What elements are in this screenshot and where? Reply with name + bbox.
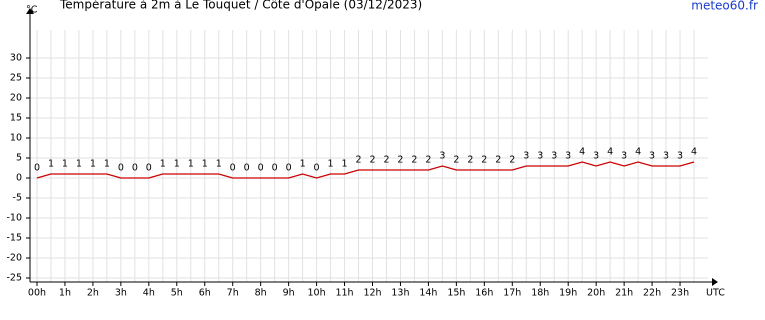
value-label: 1	[188, 159, 194, 170]
value-label: 2	[383, 155, 389, 166]
y-tick-label: 25	[10, 73, 22, 84]
value-label: 1	[300, 159, 306, 170]
value-label: 2	[411, 155, 417, 166]
y-axis-unit: °C	[26, 5, 38, 16]
x-tick-label: 15h	[447, 288, 465, 299]
value-label: 3	[621, 151, 627, 162]
chart-title: Température à 2m à Le Touquet / Côte d'O…	[59, 0, 422, 12]
y-tick-label: -15	[6, 233, 22, 244]
value-label: 0	[286, 163, 292, 174]
series-line	[36, 161, 695, 179]
value-label: 2	[397, 155, 403, 166]
x-tick-label: 6h	[199, 288, 211, 299]
value-label: 0	[146, 163, 152, 174]
value-label: 2	[495, 155, 501, 166]
x-tick-label: 1h	[59, 288, 71, 299]
value-label: 4	[607, 147, 613, 158]
x-tick-label: 19h	[559, 288, 577, 299]
x-tick-label: 5h	[171, 288, 183, 299]
value-label: 1	[48, 159, 54, 170]
x-tick-label: 9h	[283, 288, 295, 299]
x-axis-arrow	[712, 278, 718, 286]
value-label: 1	[216, 159, 222, 170]
x-tick-label: 20h	[587, 288, 605, 299]
source-link[interactable]: meteo60.fr	[691, 0, 758, 13]
value-label: 0	[258, 163, 264, 174]
value-label: 2	[509, 155, 515, 166]
value-label: 0	[132, 163, 138, 174]
y-tick-label: 5	[16, 153, 22, 164]
value-label: 2	[481, 155, 487, 166]
value-label: 1	[342, 159, 348, 170]
x-tick-label: 11h	[335, 288, 353, 299]
value-label: 1	[328, 159, 334, 170]
value-label: 3	[537, 151, 543, 162]
value-label: 0	[230, 163, 236, 174]
value-label: 2	[369, 155, 375, 166]
value-label: 1	[62, 159, 68, 170]
value-label: 3	[523, 151, 529, 162]
x-tick-label: 00h	[28, 288, 46, 299]
x-tick-label: 8h	[255, 288, 267, 299]
x-tick-label: 16h	[475, 288, 493, 299]
x-axis-label: UTC	[706, 288, 725, 299]
value-label: 1	[90, 159, 96, 170]
value-label: 2	[425, 155, 431, 166]
y-tick-label: -5	[13, 193, 22, 204]
value-label: 3	[439, 151, 445, 162]
x-tick-label: 10h	[308, 288, 326, 299]
value-label: 3	[649, 151, 655, 162]
y-tick-label: -25	[6, 273, 22, 284]
x-tick-label: 13h	[391, 288, 409, 299]
value-label: 3	[551, 151, 557, 162]
x-tick-label: 12h	[363, 288, 381, 299]
value-label: 0	[118, 163, 124, 174]
x-tick-label: 21h	[615, 288, 633, 299]
value-label: 1	[202, 159, 208, 170]
x-tick-label: 7h	[227, 288, 239, 299]
y-axis-arrow	[26, 8, 34, 14]
value-label: 1	[76, 159, 82, 170]
value-label: 0	[314, 163, 320, 174]
x-tick-label: 22h	[643, 288, 661, 299]
value-label: 3	[565, 151, 571, 162]
x-tick-label: 3h	[115, 288, 127, 299]
x-tick-label: 18h	[531, 288, 549, 299]
value-label: 0	[34, 163, 40, 174]
value-label: 3	[593, 151, 599, 162]
y-tick-label: 0	[16, 173, 22, 184]
value-label: 3	[663, 151, 669, 162]
y-tick-label: -10	[6, 213, 22, 224]
x-tick-label: 2h	[87, 288, 99, 299]
x-tick-label: 23h	[671, 288, 689, 299]
x-tick-label: 4h	[143, 288, 155, 299]
value-label: 1	[160, 159, 166, 170]
x-tick-label: 17h	[503, 288, 521, 299]
value-label: 2	[453, 155, 459, 166]
value-label: 1	[174, 159, 180, 170]
y-tick-label: 20	[10, 93, 22, 104]
value-label: 0	[244, 163, 250, 174]
y-tick-label: 10	[10, 133, 22, 144]
value-label: 4	[579, 147, 585, 158]
value-label: 0	[272, 163, 278, 174]
y-tick-label: 30	[10, 53, 22, 64]
y-tick-label: 15	[10, 113, 22, 124]
value-label: 2	[355, 155, 361, 166]
x-tick-label: 14h	[419, 288, 437, 299]
value-label: 2	[467, 155, 473, 166]
value-label: 1	[104, 159, 110, 170]
y-tick-label: -20	[6, 253, 22, 264]
value-label: 3	[677, 151, 683, 162]
value-label: 4	[635, 147, 641, 158]
value-label: 4	[691, 147, 697, 158]
